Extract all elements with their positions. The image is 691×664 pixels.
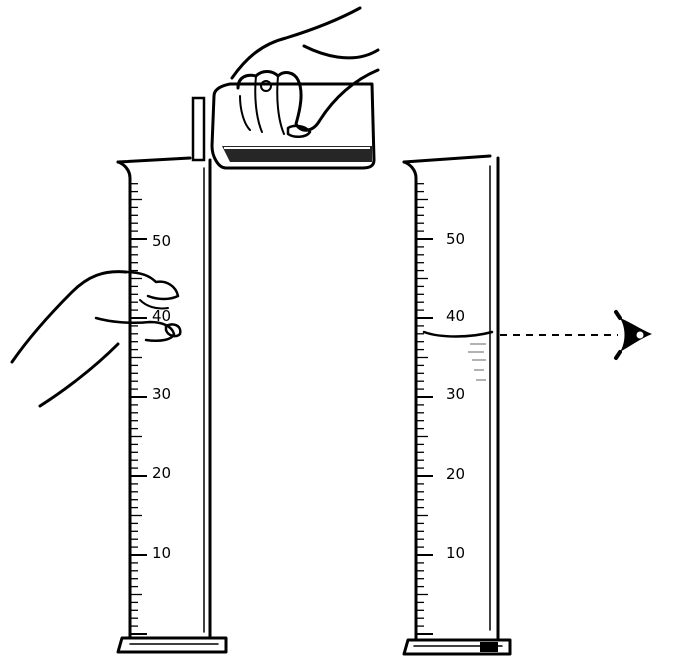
right-label-10: 10 [446,544,465,562]
left-cylinder-base [116,636,228,654]
right-scale-ticks [417,183,433,635]
right-cylinder-base [402,638,512,656]
left-label-10: 10 [152,544,171,562]
right-label-20: 20 [446,465,465,483]
right-label-30: 30 [446,385,465,403]
left-label-40: 40 [152,307,171,325]
hand-icon [10,270,182,408]
left-label-30: 30 [152,385,171,403]
hand-icon [230,6,380,138]
left-label-20: 20 [152,464,171,482]
glass-rod [191,96,206,162]
eye-icon [614,310,652,360]
right-cylinder: 50 40 30 20 10 [402,154,512,656]
left-scale-ticks [131,183,147,635]
left-scale-labels: 50 40 30 20 10 [152,232,171,562]
right-label-40: 40 [446,307,465,325]
left-cylinder: 50 40 30 20 10 [116,156,228,654]
liquid-meniscus [422,330,494,338]
beaker-icon [191,82,376,170]
liquid-shading [468,343,486,381]
left-label-50: 50 [152,232,171,250]
right-scale-labels: 50 40 30 20 10 [446,230,465,562]
right-label-50: 50 [446,230,465,248]
